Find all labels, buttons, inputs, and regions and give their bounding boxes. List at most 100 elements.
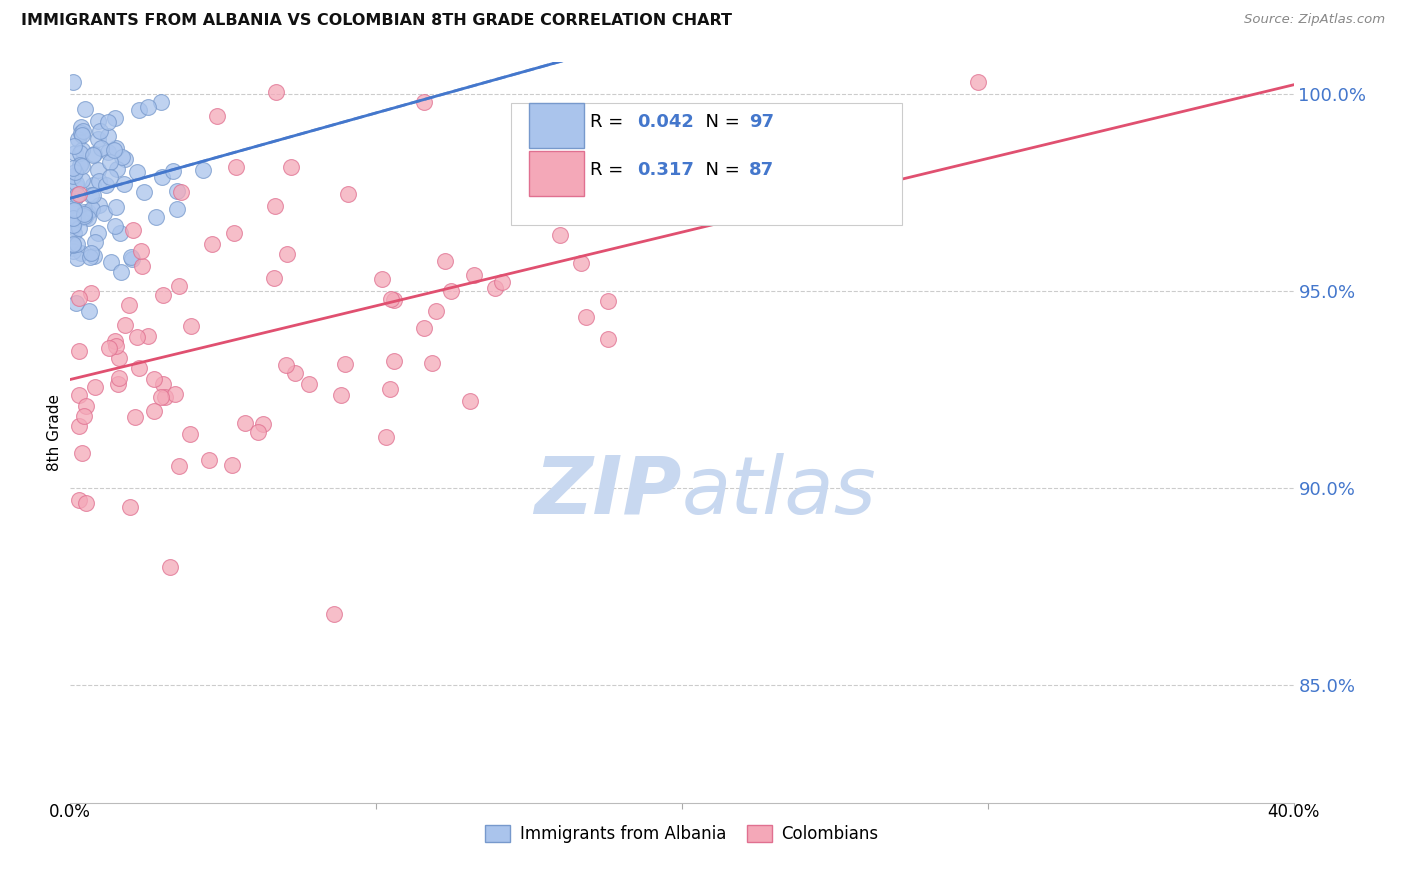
Point bbox=[83, 380, 105, 394]
Point bbox=[108, 226, 131, 240]
Point bbox=[163, 386, 186, 401]
Point bbox=[66, 188, 89, 202]
Point bbox=[82, 187, 104, 202]
Point bbox=[83, 249, 105, 263]
Point bbox=[80, 245, 103, 260]
Point bbox=[425, 303, 447, 318]
Point bbox=[266, 85, 288, 99]
Point bbox=[967, 75, 990, 89]
Point bbox=[150, 169, 173, 184]
Point bbox=[155, 390, 177, 404]
Point bbox=[98, 341, 121, 355]
Point bbox=[104, 111, 127, 125]
Y-axis label: 8th Grade: 8th Grade bbox=[46, 394, 62, 471]
Point bbox=[329, 388, 352, 402]
Point bbox=[121, 252, 143, 267]
Point bbox=[87, 162, 110, 177]
Point bbox=[298, 376, 321, 391]
Point bbox=[65, 191, 87, 205]
Point bbox=[69, 187, 91, 202]
Point bbox=[62, 161, 84, 176]
Point bbox=[62, 237, 84, 252]
Point bbox=[63, 203, 86, 218]
Point bbox=[73, 210, 96, 224]
Point bbox=[62, 211, 84, 226]
Point bbox=[83, 147, 105, 161]
Point bbox=[87, 113, 110, 128]
Point bbox=[458, 394, 481, 409]
Point bbox=[104, 201, 127, 215]
Text: 97: 97 bbox=[749, 112, 775, 130]
Point bbox=[104, 141, 127, 155]
Point bbox=[63, 227, 86, 241]
Point bbox=[79, 251, 101, 265]
Point bbox=[111, 150, 134, 164]
Point bbox=[463, 268, 485, 282]
Point bbox=[70, 120, 93, 135]
Point bbox=[62, 244, 84, 258]
Point bbox=[121, 223, 143, 237]
Text: Source: ZipAtlas.com: Source: ZipAtlas.com bbox=[1244, 13, 1385, 27]
Point bbox=[97, 145, 120, 159]
Point bbox=[225, 160, 247, 174]
Point bbox=[380, 292, 402, 306]
Point bbox=[70, 126, 93, 140]
Point bbox=[125, 165, 148, 179]
Point bbox=[69, 146, 91, 161]
Text: atlas: atlas bbox=[682, 453, 877, 531]
Point bbox=[70, 245, 93, 260]
Point bbox=[136, 329, 159, 343]
Point bbox=[73, 209, 96, 223]
Point bbox=[641, 154, 664, 169]
Point bbox=[152, 288, 174, 302]
Point bbox=[93, 205, 115, 219]
Point bbox=[276, 358, 298, 372]
Point bbox=[548, 228, 571, 243]
Point bbox=[84, 235, 107, 250]
Point bbox=[371, 272, 394, 286]
Point bbox=[412, 321, 434, 335]
Point bbox=[66, 237, 89, 252]
Point bbox=[104, 219, 127, 233]
Point bbox=[89, 198, 111, 212]
Point bbox=[75, 495, 97, 509]
Point bbox=[335, 357, 357, 371]
Point bbox=[823, 138, 845, 153]
Point bbox=[62, 169, 84, 183]
Point bbox=[66, 212, 89, 227]
Point bbox=[131, 259, 153, 273]
Text: N =: N = bbox=[695, 112, 745, 130]
Point bbox=[118, 298, 141, 312]
Point bbox=[380, 382, 402, 396]
Point bbox=[114, 318, 136, 333]
Point bbox=[337, 187, 360, 202]
Point bbox=[166, 184, 188, 198]
Point bbox=[75, 399, 97, 413]
Text: R =: R = bbox=[591, 112, 628, 130]
Point bbox=[97, 115, 120, 129]
Point bbox=[375, 430, 398, 444]
Point bbox=[82, 202, 104, 217]
Point bbox=[98, 170, 121, 185]
Point bbox=[276, 246, 298, 260]
Point bbox=[72, 124, 94, 138]
Point bbox=[69, 158, 91, 172]
Point bbox=[73, 206, 96, 220]
Point bbox=[63, 139, 86, 153]
Point bbox=[166, 202, 188, 216]
Point bbox=[103, 144, 125, 158]
Point bbox=[62, 219, 84, 233]
Point bbox=[80, 187, 103, 202]
Point bbox=[107, 376, 129, 391]
Text: 40.0%: 40.0% bbox=[1267, 803, 1320, 821]
Point bbox=[162, 164, 184, 178]
Point bbox=[596, 293, 619, 308]
Point bbox=[180, 319, 202, 334]
Point bbox=[114, 152, 136, 166]
Point bbox=[150, 95, 173, 110]
Point bbox=[87, 226, 110, 240]
Point bbox=[149, 390, 172, 404]
Point bbox=[420, 356, 443, 370]
Point bbox=[125, 330, 148, 344]
Point bbox=[252, 417, 274, 431]
